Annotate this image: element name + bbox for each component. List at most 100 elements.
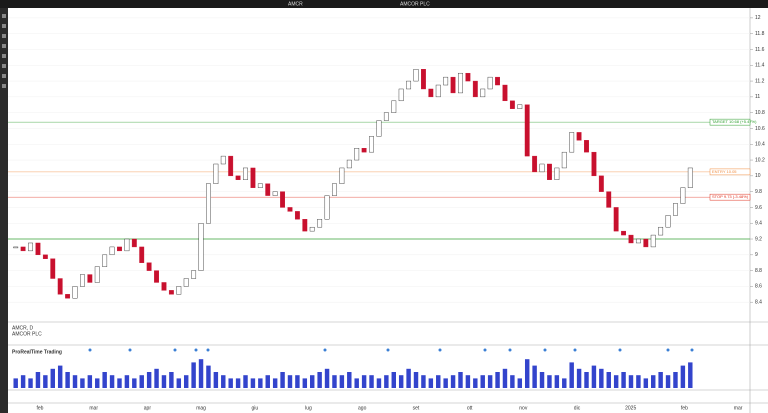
candle: [198, 223, 204, 271]
volume-bar: [169, 372, 174, 388]
event[interactable]: [323, 348, 327, 352]
volume-bar: [65, 372, 70, 388]
volume-bar: [198, 359, 204, 388]
volume-bar: [421, 375, 426, 388]
event[interactable]: [128, 348, 132, 352]
tool[interactable]: [2, 24, 6, 28]
candle: [13, 246, 19, 249]
volume-bar: [139, 375, 144, 388]
volume-bar: [628, 375, 634, 388]
x-tick-label: feb: [37, 405, 44, 411]
info-name: AMCOR PLC: [12, 331, 42, 337]
candle: [168, 290, 174, 295]
x-tick-label: set: [413, 405, 420, 411]
volume-bar: [80, 378, 85, 388]
volume-bar: [183, 375, 189, 388]
x-tick-label: feb: [681, 405, 688, 411]
volume-bar: [606, 372, 611, 388]
tool[interactable]: [2, 44, 6, 48]
event[interactable]: [194, 348, 198, 352]
volume-bar: [688, 362, 693, 388]
toolbar-icons: [2, 14, 6, 88]
tool[interactable]: [2, 64, 6, 68]
tool[interactable]: [2, 84, 6, 88]
candle: [391, 100, 397, 113]
candle: [532, 155, 538, 173]
volume-bar: [50, 368, 55, 388]
event[interactable]: [88, 348, 92, 352]
candle: [465, 72, 471, 82]
volume-bar: [599, 368, 604, 388]
event[interactable]: [483, 348, 487, 352]
volume-bar: [636, 375, 641, 388]
event[interactable]: [666, 348, 670, 352]
volume-bar: [406, 368, 411, 388]
candle: [339, 167, 345, 184]
candle: [317, 219, 323, 228]
y-tick-label: 9.2: [755, 236, 762, 242]
candle: [79, 274, 85, 287]
x-tick-label: lug: [305, 405, 312, 411]
volume-bar: [324, 368, 330, 388]
volume-bar: [87, 375, 93, 388]
candle: [606, 191, 612, 208]
x-tick-label: apr: [144, 405, 152, 411]
candle: [383, 112, 389, 121]
tool[interactable]: [2, 34, 6, 38]
candle: [146, 262, 152, 271]
volume-bar: [117, 378, 122, 388]
event[interactable]: [543, 348, 547, 352]
event[interactable]: [438, 348, 442, 352]
volume-bar: [191, 362, 196, 388]
volume-bar: [532, 365, 537, 388]
event[interactable]: [508, 348, 512, 352]
volume-bar: [228, 378, 233, 388]
volume-bar: [673, 372, 678, 388]
candle: [421, 69, 426, 90]
candle: [673, 203, 678, 216]
volume-bar: [206, 365, 211, 388]
volume-bar: [398, 375, 404, 388]
candle: [109, 246, 115, 256]
candle: [28, 242, 33, 252]
event[interactable]: [386, 348, 390, 352]
info-platform: ProRealTime Trading: [12, 349, 62, 355]
tool[interactable]: [2, 74, 6, 78]
x-tick-label: mag: [196, 405, 206, 411]
symbol[interactable]: AMCR: [288, 1, 303, 7]
y-tick-label: 11: [755, 94, 760, 100]
event[interactable]: [618, 348, 622, 352]
candle: [280, 191, 285, 208]
y-tick-label: 10.6: [755, 126, 765, 132]
candle: [495, 76, 500, 86]
candle: [361, 148, 367, 153]
volume-bar: [465, 375, 471, 388]
y-tick-label: 10: [755, 173, 761, 179]
candle: [687, 167, 693, 188]
y-tick-label: 11.2: [755, 78, 765, 84]
volume-bar: [569, 362, 574, 388]
event[interactable]: [690, 348, 694, 352]
candle: [591, 151, 597, 177]
volume-bar: [258, 378, 263, 388]
y-tick-label: 10.4: [755, 142, 765, 148]
candle: [480, 88, 486, 98]
y-tick-label: 10.2: [755, 157, 765, 163]
candle: [87, 274, 93, 283]
event[interactable]: [173, 348, 177, 352]
event[interactable]: [206, 348, 210, 352]
candle: [154, 270, 159, 283]
level-label: ENTRY 10.05: [712, 169, 737, 174]
event[interactable]: [573, 348, 577, 352]
volume-bar: [547, 375, 552, 388]
tool[interactable]: [2, 14, 6, 18]
volume-bar: [35, 372, 41, 388]
volume-bar: [487, 375, 493, 388]
volume-bar: [347, 372, 352, 388]
candle: [191, 270, 197, 279]
volume-bar: [295, 375, 300, 388]
tool[interactable]: [2, 54, 6, 58]
volume-bar: [361, 375, 367, 388]
volume-bar: [28, 378, 33, 388]
